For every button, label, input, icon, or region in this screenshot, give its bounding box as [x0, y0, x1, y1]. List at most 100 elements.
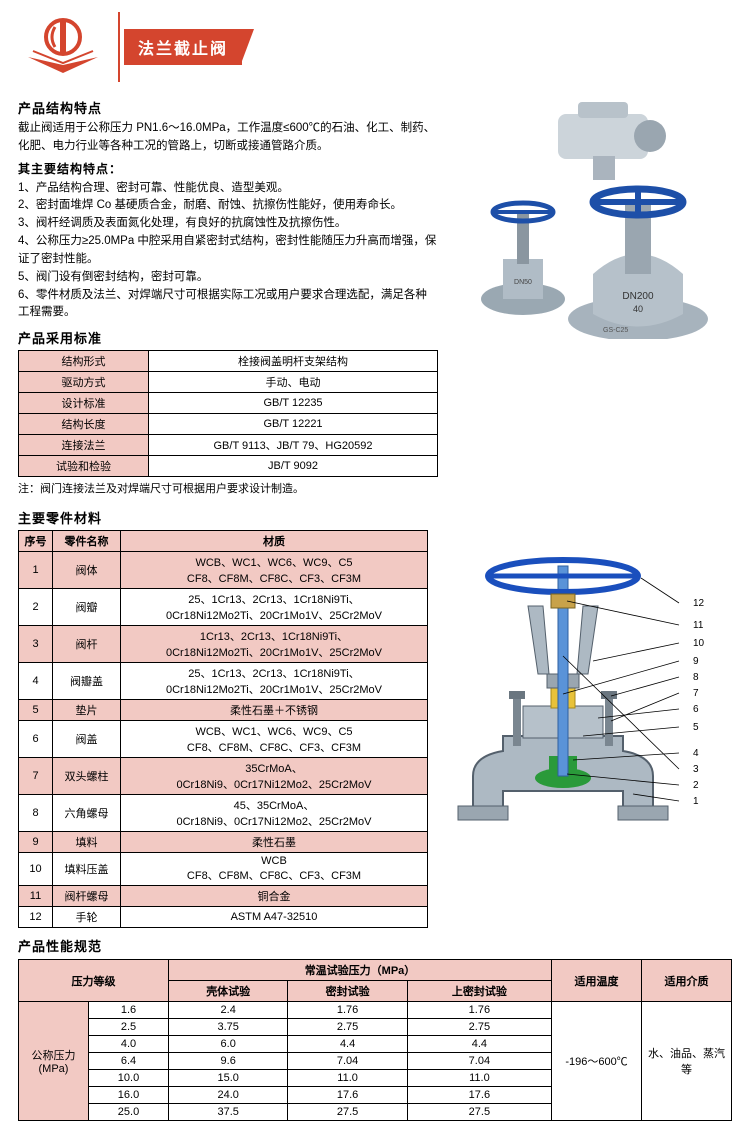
perf-shell: 9.6 [169, 1053, 288, 1070]
standards-table: 结构形式栓接阀盖明杆支架结构驱动方式手动、电动设计标准GB/T 12235结构长… [18, 350, 438, 477]
standards-note: 注：阀门连接法兰及对焊端尺寸可根据用户要求设计制造。 [18, 480, 438, 496]
feature-item: 1、产品结构合理、密封可靠、性能优良、造型美观。 [18, 180, 438, 198]
header-bar: 法兰截止阀 [124, 29, 732, 65]
part-name: 阀杆螺母 [53, 886, 121, 907]
part-name: 阀瓣 [53, 589, 121, 626]
standards-value: 栓接阀盖明杆支架结构 [149, 351, 438, 372]
perf-shell: 24.0 [169, 1087, 288, 1104]
diagram-callout: 12 [693, 598, 705, 609]
page-header: 法兰截止阀 [18, 12, 732, 82]
product-photo: DN50 DN200 40 GS-C25 [448, 94, 723, 339]
part-name: 阀瓣盖 [53, 663, 121, 700]
part-material: 25、1Cr13、2Cr13、1Cr18Ni9Ti、0Cr18Ni12Mo2Ti… [121, 663, 428, 700]
part-name: 手轮 [53, 907, 121, 928]
cross-section-diagram: 121110987654321 [443, 546, 723, 886]
part-no: 9 [19, 832, 53, 853]
diagram-callout: 6 [693, 704, 699, 715]
perf-col-medium: 适用介质 [642, 960, 732, 1002]
perf-p: 4.0 [89, 1036, 169, 1053]
perf-upseal: 2.75 [407, 1019, 551, 1036]
perf-upseal: 11.0 [407, 1070, 551, 1087]
feature-item: 5、阀门设有倒密封结构，密封可靠。 [18, 269, 438, 287]
feature-item: 4、公称压力≥25.0MPa 中腔采用自紧密封式结构，密封性能随压力升高而增强，… [18, 233, 438, 269]
part-name: 阀盖 [53, 721, 121, 758]
table-row: 10填料压盖WCBCF8、CF8M、CF8C、CF3、CF3M [19, 853, 428, 886]
table-row: 7双头螺柱35CrMoA、0Cr18Ni9、0Cr17Ni12Mo2、25Cr2… [19, 758, 428, 795]
perf-upseal: 7.04 [407, 1053, 551, 1070]
part-material: WCBCF8、CF8M、CF8C、CF3、CF3M [121, 853, 428, 886]
diagram-callout: 4 [693, 748, 699, 759]
part-name: 填料 [53, 832, 121, 853]
feature-item: 6、零件材质及法兰、对焊端尺寸可根据实际工况或用户要求合理选配，满足各种工程需要… [18, 287, 438, 323]
perf-p: 6.4 [89, 1053, 169, 1070]
perf-p: 25.0 [89, 1104, 169, 1121]
intro-text: 截止阀适用于公称压力 PN1.6～16.0MPa，工作温度≤600℃的石油、化工… [18, 120, 438, 156]
part-no: 6 [19, 721, 53, 758]
perf-medium: 水、油品、蒸汽等 [642, 1002, 732, 1121]
perf-p: 16.0 [89, 1087, 169, 1104]
part-name: 阀杆 [53, 626, 121, 663]
diagram-callout: 3 [693, 764, 699, 775]
table-row: 公称压力(MPa)1.62.41.761.76-196～600℃水、油品、蒸汽等 [19, 1002, 732, 1019]
perf-upseal: 4.4 [407, 1036, 551, 1053]
table-row: 4阀瓣盖25、1Cr13、2Cr13、1Cr18Ni9Ti、0Cr18Ni12M… [19, 663, 428, 700]
perf-seal: 7.04 [288, 1053, 407, 1070]
svg-text:DN200: DN200 [622, 291, 654, 302]
perf-upseal: 1.76 [407, 1002, 551, 1019]
parts-col-no: 序号 [19, 531, 53, 552]
main-features-heading: 其主要结构特点： [18, 160, 438, 177]
perf-shell: 15.0 [169, 1070, 288, 1087]
standards-label: 设计标准 [19, 393, 149, 414]
table-row: 11阀杆螺母铜合金 [19, 886, 428, 907]
standards-value: JB/T 9092 [149, 456, 438, 477]
perf-seal: 2.75 [288, 1019, 407, 1036]
perf-rowlabel: 公称压力(MPa) [19, 1002, 89, 1121]
perf-seal: 17.6 [288, 1087, 407, 1104]
part-material: 铜合金 [121, 886, 428, 907]
diagram-callout: 2 [693, 780, 699, 791]
part-material: 柔性石墨＋不锈钢 [121, 700, 428, 721]
standards-label: 结构长度 [19, 414, 149, 435]
perf-p: 2.5 [89, 1019, 169, 1036]
parts-table: 序号 零件名称 材质 1阀体WCB、WC1、WC6、WC9、C5CF8、CF8M… [18, 530, 428, 928]
diagram-callout: 11 [693, 620, 704, 631]
perf-col-testgroup: 常温试验压力（MPa） [169, 960, 552, 981]
part-material: WCB、WC1、WC6、WC9、C5CF8、CF8M、CF8C、CF3、CF3M [121, 721, 428, 758]
standards-value: 手动、电动 [149, 372, 438, 393]
standards-label: 驱动方式 [19, 372, 149, 393]
brand-logo [18, 12, 108, 82]
table-row: 8六角螺母45、35CrMoA、0Cr18Ni9、0Cr17Ni12Mo2、25… [19, 795, 428, 832]
perf-seal: 11.0 [288, 1070, 407, 1087]
part-material: 35CrMoA、0Cr18Ni9、0Cr17Ni12Mo2、25Cr2MoV [121, 758, 428, 795]
feature-item: 3、阀杆经调质及表面氮化处理，有良好的抗腐蚀性及抗擦伤性。 [18, 215, 438, 233]
part-name: 垫片 [53, 700, 121, 721]
diagram-callout: 9 [693, 656, 699, 667]
feature-item: 2、密封面堆焊 Co 基硬质合金，耐磨、耐蚀、抗擦伤性能好，使用寿命长。 [18, 197, 438, 215]
perf-shell: 3.75 [169, 1019, 288, 1036]
svg-text:40: 40 [633, 304, 643, 314]
parts-col-mat: 材质 [121, 531, 428, 552]
part-name: 双头螺柱 [53, 758, 121, 795]
perf-shell: 6.0 [169, 1036, 288, 1053]
diagram-callout: 5 [693, 722, 699, 733]
perf-col-shell: 壳体试验 [169, 981, 288, 1002]
diagram-callout: 10 [693, 638, 705, 649]
standards-heading: 产品采用标准 [18, 328, 438, 347]
table-row: 2阀瓣25、1Cr13、2Cr13、1Cr18Ni9Ti、0Cr18Ni12Mo… [19, 589, 428, 626]
features-list: 1、产品结构合理、密封可靠、性能优良、造型美观。2、密封面堆焊 Co 基硬质合金… [18, 180, 438, 323]
features-heading: 产品结构特点 [18, 98, 438, 117]
part-material: 1Cr13、2Cr13、1Cr18Ni9Ti、0Cr18Ni12Mo2Ti、20… [121, 626, 428, 663]
diagram-callout: 8 [693, 672, 699, 683]
page-title: 法兰截止阀 [124, 29, 242, 65]
part-no: 1 [19, 552, 53, 589]
part-name: 阀体 [53, 552, 121, 589]
table-row: 6阀盖WCB、WC1、WC6、WC9、C5CF8、CF8M、CF8C、CF3、C… [19, 721, 428, 758]
perf-col-pressure: 压力等级 [19, 960, 169, 1002]
part-no: 3 [19, 626, 53, 663]
table-row: 1阀体WCB、WC1、WC6、WC9、C5CF8、CF8M、CF8C、CF3、C… [19, 552, 428, 589]
table-row: 12手轮ASTM A47-32510 [19, 907, 428, 928]
perf-p: 1.6 [89, 1002, 169, 1019]
diagram-callout: 1 [693, 796, 699, 807]
perf-upseal: 27.5 [407, 1104, 551, 1121]
parts-heading: 主要零件材料 [18, 508, 428, 527]
